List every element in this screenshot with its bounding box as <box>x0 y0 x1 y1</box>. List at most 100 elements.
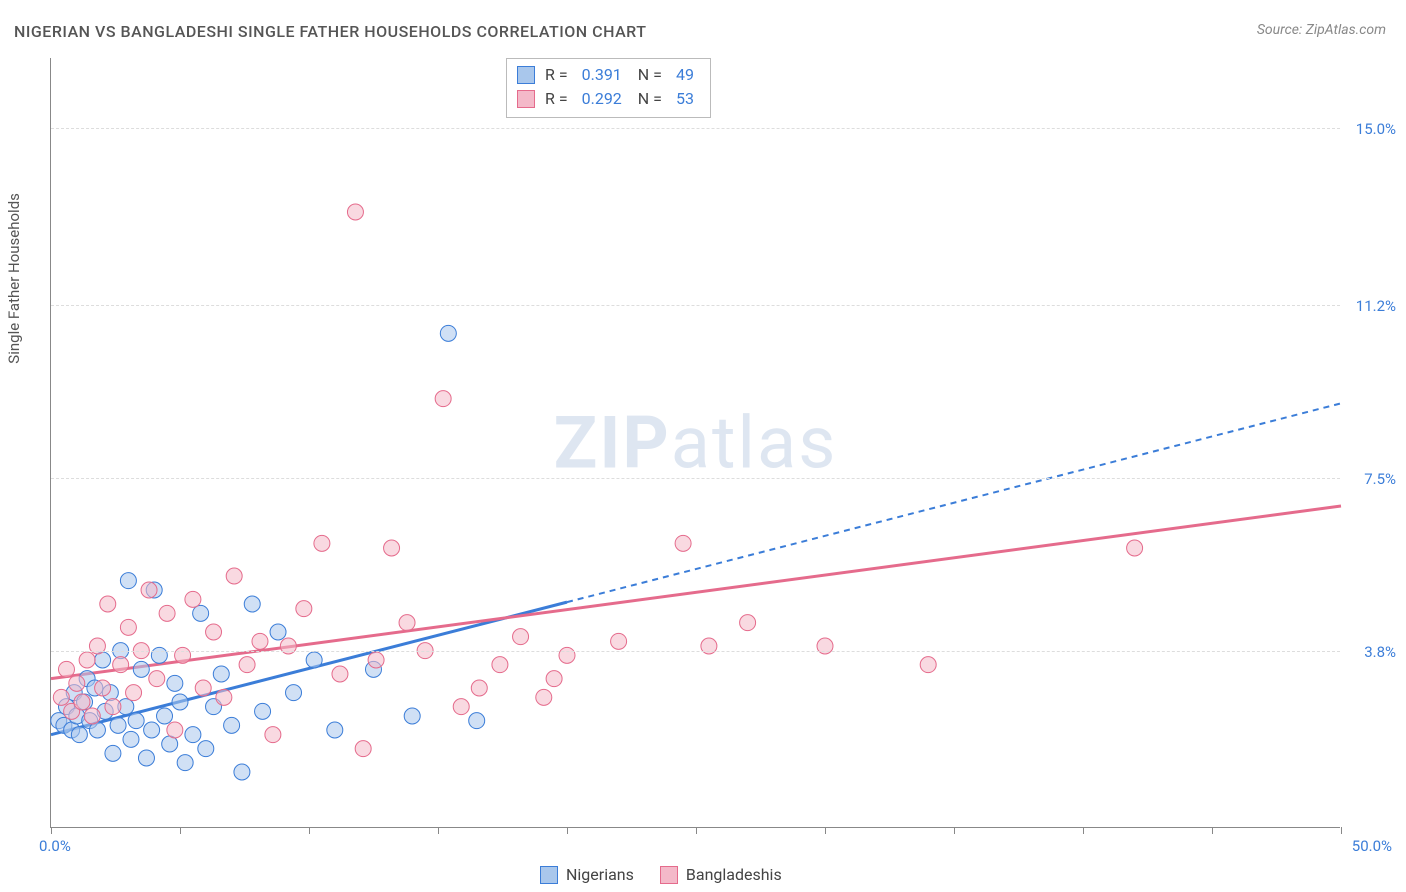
data-point <box>79 652 95 668</box>
data-point <box>185 591 201 607</box>
data-point <box>440 325 456 341</box>
data-point <box>195 680 211 696</box>
data-point <box>306 652 322 668</box>
data-point <box>105 745 121 761</box>
data-point <box>206 624 222 640</box>
data-point <box>167 675 183 691</box>
data-point <box>384 540 400 556</box>
data-point <box>126 685 142 701</box>
data-point <box>138 750 154 766</box>
data-point <box>226 568 242 584</box>
data-point <box>69 675 85 691</box>
source-attribution: Source: ZipAtlas.com <box>1257 22 1386 38</box>
data-point <box>105 699 121 715</box>
x-tick <box>438 827 439 834</box>
data-point <box>71 727 87 743</box>
data-point <box>314 535 330 551</box>
data-point <box>435 391 451 407</box>
data-point <box>546 671 562 687</box>
data-point <box>536 689 552 705</box>
data-point <box>469 713 485 729</box>
data-point <box>252 633 268 649</box>
data-point <box>675 535 691 551</box>
data-point <box>120 573 136 589</box>
x-tick <box>825 827 826 834</box>
y-axis-title: Single Father Households <box>5 193 23 364</box>
data-point <box>198 741 214 757</box>
x-axis-start-label: 0.0% <box>39 837 71 855</box>
data-point <box>100 596 116 612</box>
n-label: N = <box>638 87 662 111</box>
data-point <box>120 619 136 635</box>
data-point <box>193 605 209 621</box>
data-point <box>157 708 173 724</box>
data-point <box>471 680 487 696</box>
data-point <box>185 727 201 743</box>
data-point <box>53 689 69 705</box>
x-tick <box>309 827 310 834</box>
regression-line-dashed <box>567 403 1341 602</box>
stats-swatch <box>517 66 535 84</box>
y-tick-label: 7.5% <box>1364 470 1396 488</box>
data-point <box>327 722 343 738</box>
gridline-h: 7.5% <box>51 478 1340 479</box>
data-point <box>404 708 420 724</box>
data-point <box>453 699 469 715</box>
data-point <box>167 722 183 738</box>
legend-swatch <box>540 866 558 884</box>
x-axis-end-label: 50.0% <box>1352 837 1392 855</box>
y-tick-label: 15.0% <box>1356 120 1396 138</box>
x-tick <box>954 827 955 834</box>
gridline-h: 11.2% <box>51 305 1340 306</box>
data-point <box>123 731 139 747</box>
legend-swatch <box>660 866 678 884</box>
data-point <box>355 741 371 757</box>
r-value: 0.292 <box>582 87 622 111</box>
data-point <box>399 615 415 631</box>
data-point <box>513 629 529 645</box>
data-point <box>239 657 255 673</box>
n-label: N = <box>638 63 662 87</box>
data-point <box>172 694 188 710</box>
y-tick-label: 3.8% <box>1364 643 1396 661</box>
r-label: R = <box>545 63 568 87</box>
data-point <box>133 661 149 677</box>
plot-svg <box>51 58 1340 827</box>
x-tick <box>567 827 568 834</box>
data-point <box>58 661 74 677</box>
n-value: 49 <box>676 63 694 87</box>
stats-row: R = 0.391 N = 49 <box>517 63 700 87</box>
legend-item: Bangladeshis <box>660 865 782 884</box>
data-point <box>286 685 302 701</box>
n-value: 53 <box>676 87 694 111</box>
data-point <box>141 582 157 598</box>
data-point <box>296 601 312 617</box>
x-tick <box>51 827 52 834</box>
data-point <box>492 657 508 673</box>
data-point <box>74 694 90 710</box>
data-point <box>255 703 271 719</box>
data-point <box>920 657 936 673</box>
data-point <box>740 615 756 631</box>
legend-item: Nigerians <box>540 865 634 884</box>
r-label: R = <box>545 87 568 111</box>
data-point <box>213 666 229 682</box>
data-point <box>332 666 348 682</box>
legend-label: Bangladeshis <box>686 865 782 884</box>
plot-area: ZIPatlas 0.0% 50.0% 3.8%7.5%11.2%15.0% <box>50 58 1340 828</box>
data-point <box>144 722 160 738</box>
gridline-h: 3.8% <box>51 651 1340 652</box>
data-point <box>1127 540 1143 556</box>
r-value: 0.391 <box>582 63 622 87</box>
data-point <box>347 204 363 220</box>
data-point <box>265 727 281 743</box>
data-point <box>128 713 144 729</box>
data-point <box>244 596 260 612</box>
data-point <box>149 671 165 687</box>
data-point <box>234 764 250 780</box>
correlation-chart: NIGERIAN VS BANGLADESHI SINGLE FATHER HO… <box>0 0 1406 892</box>
data-point <box>270 624 286 640</box>
regression-line-solid <box>51 506 1341 679</box>
data-point <box>368 652 384 668</box>
data-point <box>224 717 240 733</box>
